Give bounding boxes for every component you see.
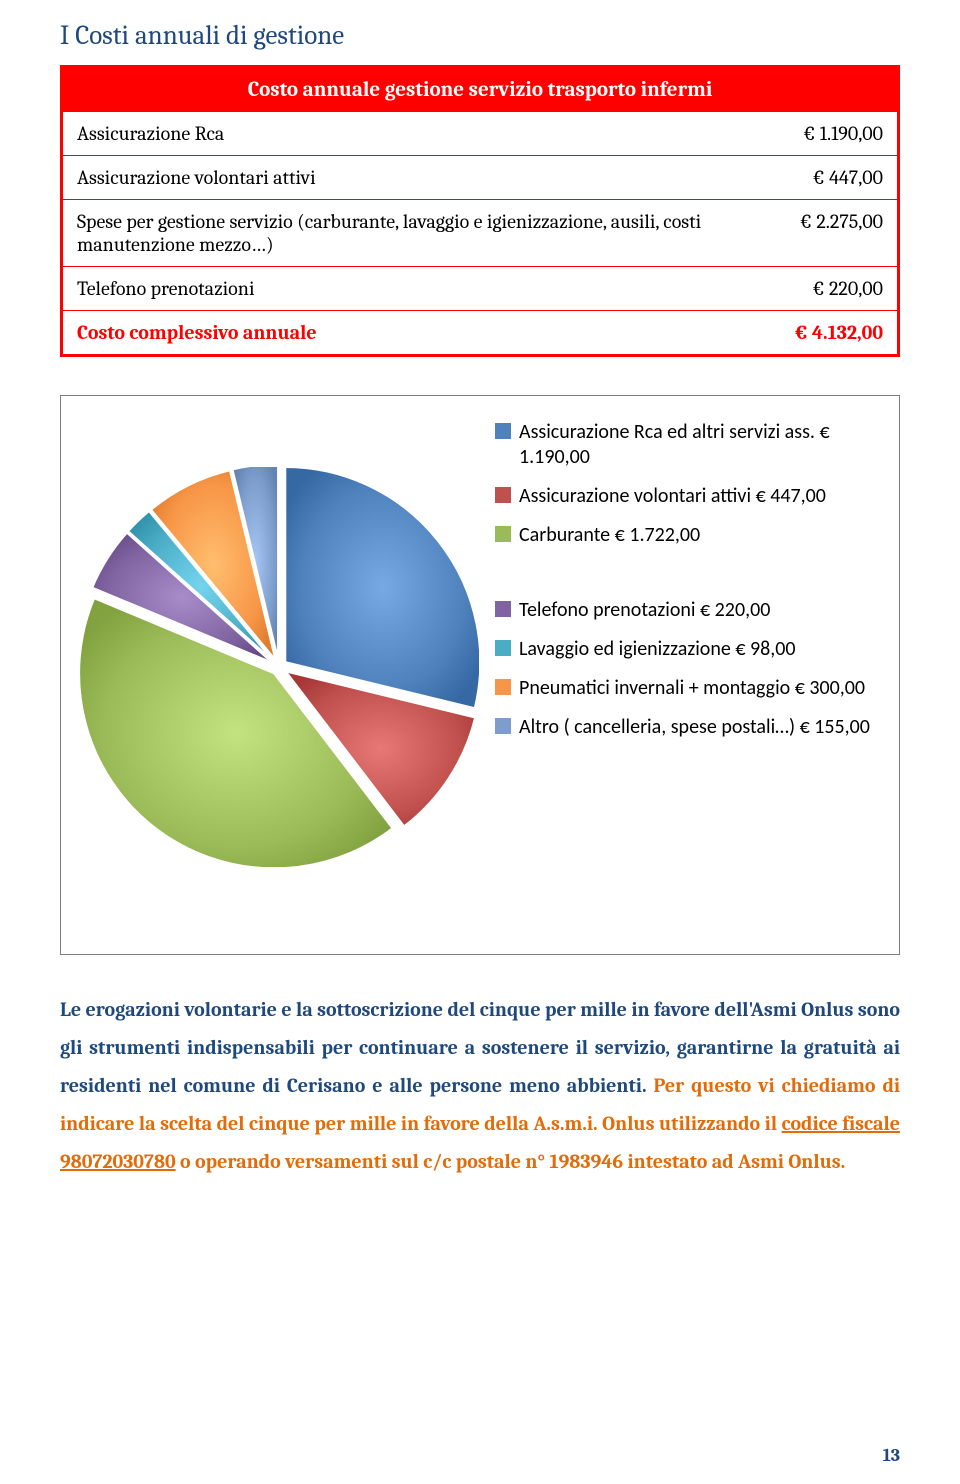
row-label: Costo complessivo annuale — [62, 311, 739, 356]
legend-item: Carburante € 1.722,00 — [495, 523, 881, 548]
legend-swatch — [495, 423, 511, 439]
legend-label: Assicurazione volontari attivi € 447,00 — [519, 484, 826, 509]
row-value: € 447,00 — [739, 156, 899, 200]
chart-legend: Assicurazione Rca ed altri servizi ass. … — [479, 412, 881, 938]
row-label: Assicurazione Rca — [62, 112, 739, 156]
row-label: Spese per gestione servizio (carburante,… — [62, 200, 739, 267]
legend-label: Altro ( cancelleria, spese postali…) € 1… — [519, 715, 870, 740]
row-value: € 220,00 — [739, 267, 899, 311]
paragraph-segment: o operando versamenti sul c/c postale n°… — [176, 1150, 846, 1173]
table-header: Costo annuale gestione servizio trasport… — [62, 67, 899, 113]
legend-swatch — [495, 487, 511, 503]
table-row: Costo complessivo annuale€ 4.132,00 — [62, 311, 899, 356]
legend-item: Lavaggio ed igienizzazione € 98,00 — [495, 637, 881, 662]
row-value: € 4.132,00 — [739, 311, 899, 356]
legend-label: Assicurazione Rca ed altri servizi ass. … — [519, 420, 881, 470]
row-label: Telefono prenotazioni — [62, 267, 739, 311]
page-number: 13 — [883, 1445, 900, 1466]
table-body: Assicurazione Rca€ 1.190,00Assicurazione… — [62, 112, 899, 356]
legend-label: Telefono prenotazioni € 220,00 — [519, 598, 770, 623]
legend-swatch — [495, 679, 511, 695]
legend-group: Telefono prenotazioni € 220,00 Lavaggio e… — [495, 598, 881, 740]
table-row: Assicurazione Rca€ 1.190,00 — [62, 112, 899, 156]
row-value: € 1.190,00 — [739, 112, 899, 156]
table-row: Assicurazione volontari attivi€ 447,00 — [62, 156, 899, 200]
legend-item: Assicurazione Rca ed altri servizi ass. … — [495, 420, 881, 470]
legend-item: Altro ( cancelleria, spese postali…) € 1… — [495, 715, 881, 740]
legend-group: Assicurazione Rca ed altri servizi ass. … — [495, 420, 881, 548]
cost-table: Costo annuale gestione servizio trasport… — [60, 65, 900, 357]
row-value: € 2.275,00 — [739, 200, 899, 267]
legend-label: Pneumatici invernali + montaggio € 300,0… — [519, 676, 865, 701]
legend-item: Assicurazione volontari attivi € 447,00 — [495, 484, 881, 509]
pie-chart — [79, 412, 479, 932]
table-row: Spese per gestione servizio (carburante,… — [62, 200, 899, 267]
legend-swatch — [495, 718, 511, 734]
legend-swatch — [495, 526, 511, 542]
page-title: I Costi annuali di gestione — [60, 20, 900, 51]
table-row: Telefono prenotazioni€ 220,00 — [62, 267, 899, 311]
body-paragraph: Le erogazioni volontarie e la sottoscriz… — [60, 991, 900, 1181]
chart-container: Assicurazione Rca ed altri servizi ass. … — [60, 395, 900, 955]
pie-svg — [79, 467, 479, 867]
legend-item: Pneumatici invernali + montaggio € 300,0… — [495, 676, 881, 701]
legend-label: Carburante € 1.722,00 — [519, 523, 700, 548]
legend-swatch — [495, 640, 511, 656]
legend-label: Lavaggio ed igienizzazione € 98,00 — [519, 637, 796, 662]
legend-swatch — [495, 601, 511, 617]
pie-slice — [285, 467, 479, 708]
legend-item: Telefono prenotazioni € 220,00 — [495, 598, 881, 623]
row-label: Assicurazione volontari attivi — [62, 156, 739, 200]
